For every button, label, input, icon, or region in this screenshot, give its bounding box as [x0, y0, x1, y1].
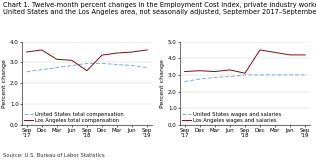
Text: Chart 1. Twelve-month percent changes in the Employment Cost Index, private indu: Chart 1. Twelve-month percent changes in…: [3, 2, 316, 15]
Legend: United States wages and salaries, Los Angeles wages and salaries: United States wages and salaries, Los An…: [182, 112, 281, 123]
Legend: United States total compensation, Los Angeles total compensation: United States total compensation, Los An…: [24, 112, 124, 123]
Text: Source: U.S. Bureau of Labor Statistics: Source: U.S. Bureau of Labor Statistics: [3, 153, 105, 158]
Y-axis label: Percent change: Percent change: [2, 59, 7, 108]
Y-axis label: Percent change: Percent change: [160, 59, 165, 108]
